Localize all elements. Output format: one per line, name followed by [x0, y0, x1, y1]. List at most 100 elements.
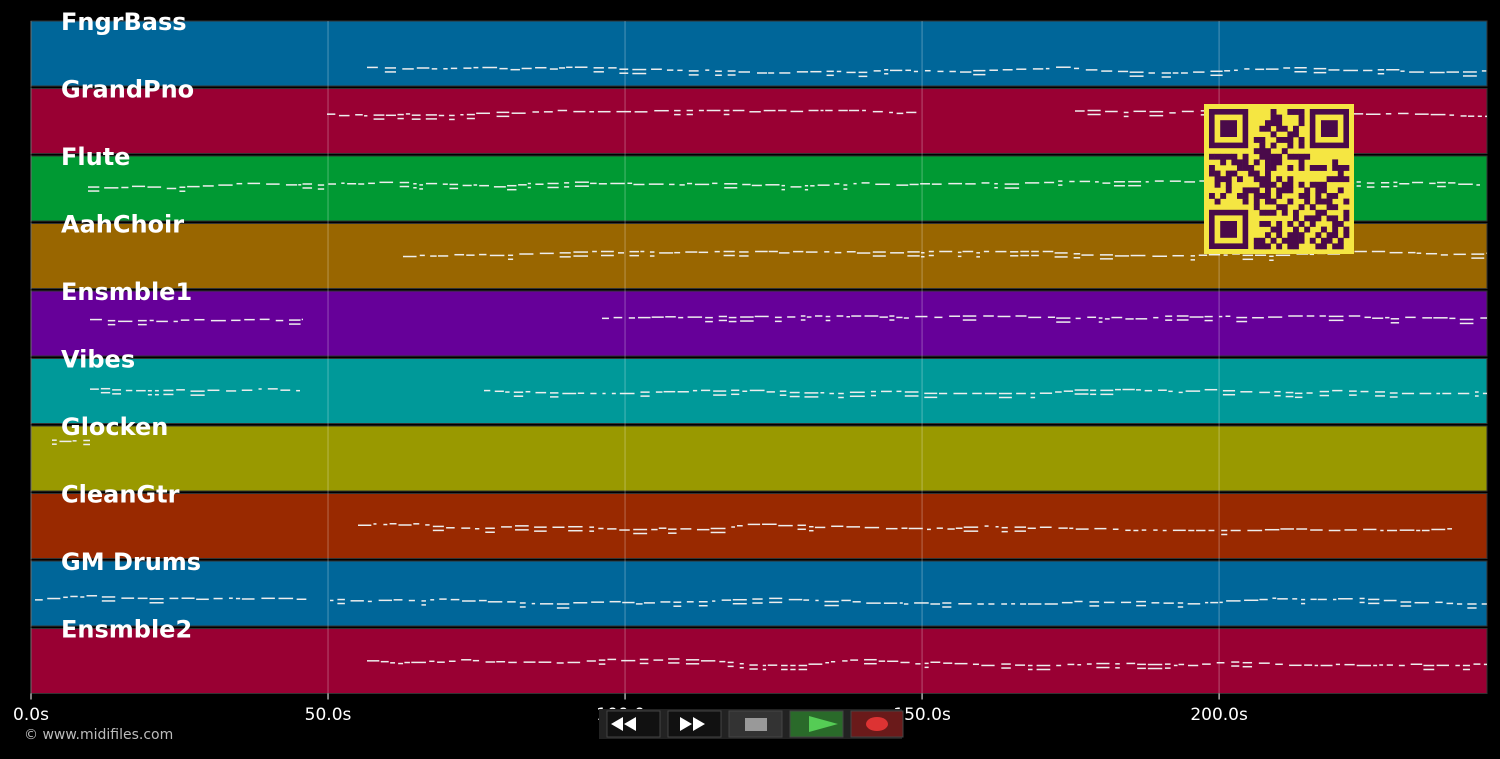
qr-module [1326, 176, 1333, 183]
qr-module [1270, 198, 1277, 205]
qr-module [1270, 237, 1277, 244]
qr-module [1304, 215, 1311, 222]
qr-module [1298, 159, 1305, 166]
qr-module [1276, 243, 1283, 250]
qr-module [1293, 153, 1299, 160]
track-label: Ensmble1 [61, 278, 192, 306]
qr-module [1304, 198, 1311, 205]
record-button[interactable] [850, 710, 904, 738]
qr-module [1287, 198, 1294, 205]
qr-module [1321, 209, 1327, 216]
qr-module [1298, 137, 1305, 143]
qr-module [1259, 125, 1266, 132]
qr-module [1337, 237, 1344, 244]
qr-module [1287, 153, 1294, 160]
qr-module [1287, 109, 1294, 115]
qr-module [1326, 193, 1333, 199]
qr-module [1259, 193, 1266, 199]
qr-module [1209, 193, 1215, 199]
qr-module [1287, 137, 1294, 143]
qr-module [1237, 159, 1243, 166]
qr-module [1220, 159, 1227, 166]
qr-module [1220, 176, 1227, 183]
qr-module [1281, 125, 1288, 132]
track-band [30, 560, 1488, 627]
qr-module [1326, 232, 1333, 239]
stop-button[interactable] [728, 710, 783, 738]
qr-module [1332, 221, 1339, 227]
qr-module [1309, 221, 1316, 227]
qr-module [1253, 148, 1260, 155]
qr-module [1253, 176, 1260, 183]
qr-module [1315, 198, 1322, 205]
forward-icon [680, 717, 705, 731]
qr-module [1321, 187, 1327, 194]
qr-module [1309, 237, 1316, 244]
qr-module [1259, 176, 1266, 183]
qr-module [1276, 137, 1283, 143]
qr-module [1281, 148, 1288, 155]
qr-module [1253, 187, 1260, 194]
track-labels: FngrBass GrandPno Flute AahChoir Ensmble1 Vib… [61, 8, 201, 644]
qr-module [1231, 170, 1238, 177]
qr-module [1309, 165, 1316, 171]
qr-module [1242, 193, 1249, 199]
qr-module [1209, 170, 1215, 177]
qr-module [1315, 181, 1322, 188]
play-button[interactable] [789, 710, 844, 738]
qr-module [1209, 153, 1215, 160]
qr-module [1298, 109, 1305, 115]
track-label: CleanGtr [61, 481, 180, 509]
qr-module [1237, 193, 1243, 199]
qr-module [1242, 187, 1249, 194]
qr-module [1270, 153, 1277, 160]
x-tick-label: 50.0s [305, 705, 352, 725]
notes [35, 66, 1487, 671]
qr-module [1293, 209, 1299, 216]
qr-module [1265, 125, 1271, 132]
qr-module [1332, 165, 1339, 171]
play-icon [809, 716, 838, 732]
qr-finder [1220, 221, 1237, 238]
qr-module [1287, 243, 1294, 250]
qr-module [1214, 181, 1221, 188]
qr-module [1304, 187, 1311, 194]
qr-module [1293, 131, 1299, 138]
qr-module [1259, 237, 1266, 244]
qr-module [1265, 221, 1271, 227]
qr-module [1287, 237, 1294, 244]
x-tick-label: 150.0s [893, 705, 951, 725]
qr-module [1298, 153, 1305, 160]
rewind-icon [611, 717, 636, 731]
qr-module [1276, 232, 1283, 239]
qr-module [1259, 181, 1266, 188]
qr-module [1298, 142, 1305, 149]
track-label: GM Drums [61, 548, 201, 576]
qr-module [1293, 226, 1299, 233]
qr-module [1237, 165, 1243, 171]
qr-module [1281, 237, 1288, 244]
fast-forward-button[interactable] [667, 710, 722, 738]
qr-module [1253, 237, 1260, 244]
qr-module [1343, 226, 1350, 233]
qr-module [1281, 181, 1288, 188]
qr-module [1265, 243, 1271, 250]
qr-module [1276, 226, 1283, 233]
qr-module [1253, 170, 1260, 177]
x-tick-label: 0.0s [13, 705, 49, 725]
qr-module [1337, 165, 1344, 171]
qr-module [1259, 148, 1266, 155]
qr-module [1287, 176, 1294, 183]
qr-module [1309, 181, 1316, 188]
qr-module [1276, 187, 1283, 194]
qr-module [1315, 215, 1322, 222]
qr-module [1298, 114, 1305, 121]
qr-module [1214, 170, 1221, 177]
rewind-button[interactable] [606, 710, 661, 738]
qr-module [1326, 215, 1333, 222]
qr-module [1343, 198, 1350, 205]
qr-module [1287, 165, 1294, 171]
qr-module [1265, 187, 1271, 194]
qr-module [1231, 159, 1238, 166]
